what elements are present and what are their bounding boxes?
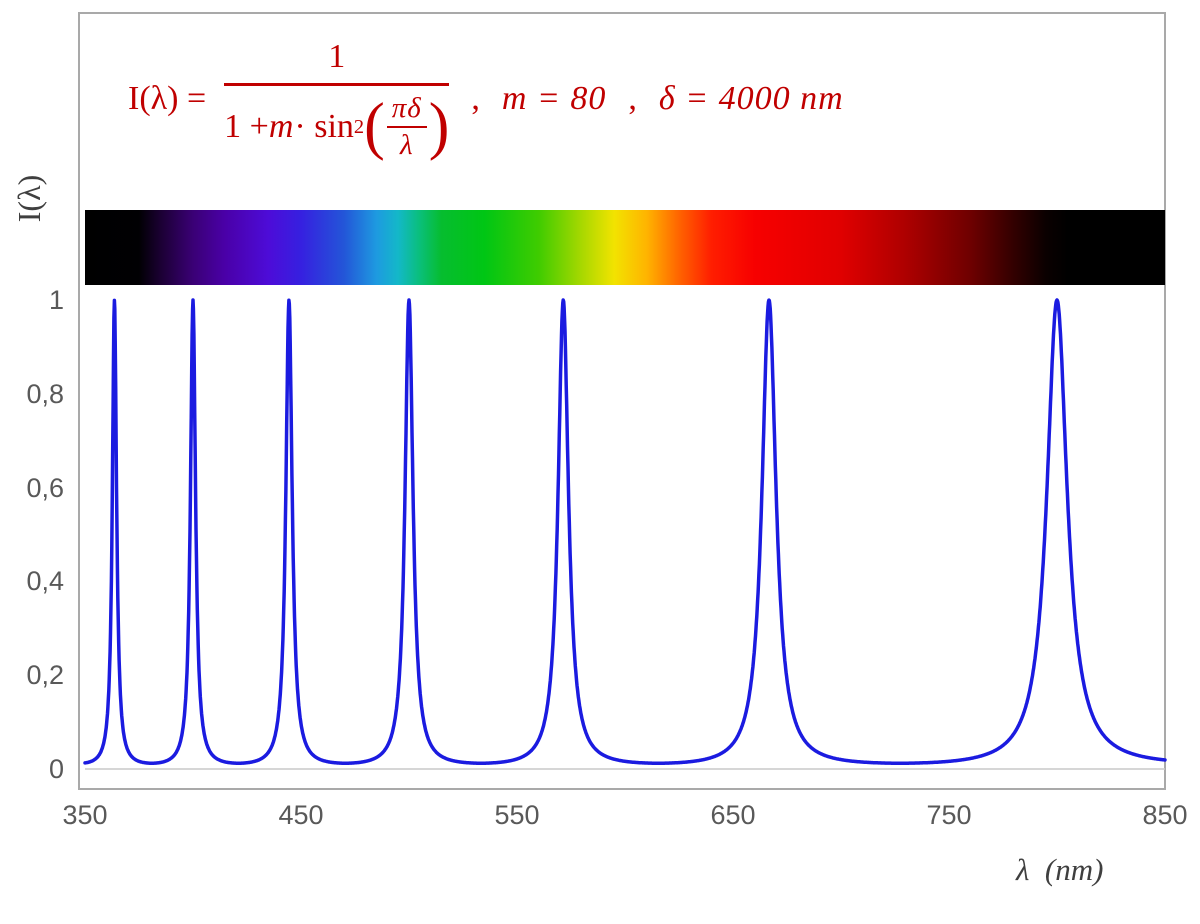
x-tick-label: 650 bbox=[710, 800, 756, 830]
formula-param-m: m = 80 bbox=[501, 80, 607, 117]
formula-lhs: I(λ) = bbox=[128, 80, 207, 117]
x-tick-labels: 350 450 550 650 750 850 bbox=[0, 800, 1200, 834]
figure-border bbox=[78, 12, 1166, 790]
formula-denominator: 1 + m · sin 2 ( πδ λ ) bbox=[224, 90, 450, 162]
formula-den-sin: · sin bbox=[294, 107, 354, 145]
formula-den-m: m bbox=[268, 107, 295, 145]
inner-denominator: λ bbox=[399, 128, 414, 161]
x-axis-title: λ (nm) bbox=[1016, 852, 1104, 887]
inner-numerator: πδ bbox=[386, 93, 427, 128]
formula-param-delta: δ = 4000 nm bbox=[658, 80, 844, 117]
formula-fraction: 1 1 + m · sin 2 ( πδ λ ) bbox=[224, 38, 450, 162]
x-tick-label: 450 bbox=[278, 800, 324, 830]
formula-separator: , bbox=[628, 80, 637, 117]
y-tick-label: 1 bbox=[48, 285, 64, 315]
y-tick-label: 0 bbox=[48, 754, 64, 784]
formula-den-one-plus: 1 + bbox=[224, 107, 269, 145]
y-tick-label: 0,8 bbox=[26, 378, 64, 409]
inner-fraction: πδ λ bbox=[386, 93, 427, 161]
formula: I(λ) = 1 1 + m · sin 2 ( πδ λ ) , m = 80 … bbox=[128, 26, 844, 172]
formula-numerator: 1 bbox=[224, 38, 450, 87]
y-tick-label: 0,2 bbox=[26, 660, 64, 691]
open-paren: ( bbox=[364, 90, 385, 162]
close-paren: ) bbox=[428, 90, 450, 162]
y-tick-label: 0,6 bbox=[26, 472, 64, 503]
y-tick-labels: 0 0,2 0,4 0,6 0,8 1 bbox=[6, 0, 66, 924]
formula-separator: , bbox=[471, 80, 480, 117]
x-tick-label: 850 bbox=[1142, 800, 1188, 830]
x-tick-label: 550 bbox=[494, 800, 540, 830]
y-tick-label: 0,4 bbox=[26, 566, 64, 597]
intensity-curve bbox=[83, 298, 1167, 765]
x-tick-label: 750 bbox=[926, 800, 972, 830]
x-tick-label: 350 bbox=[62, 800, 108, 830]
spectrum-bar bbox=[85, 210, 1165, 285]
